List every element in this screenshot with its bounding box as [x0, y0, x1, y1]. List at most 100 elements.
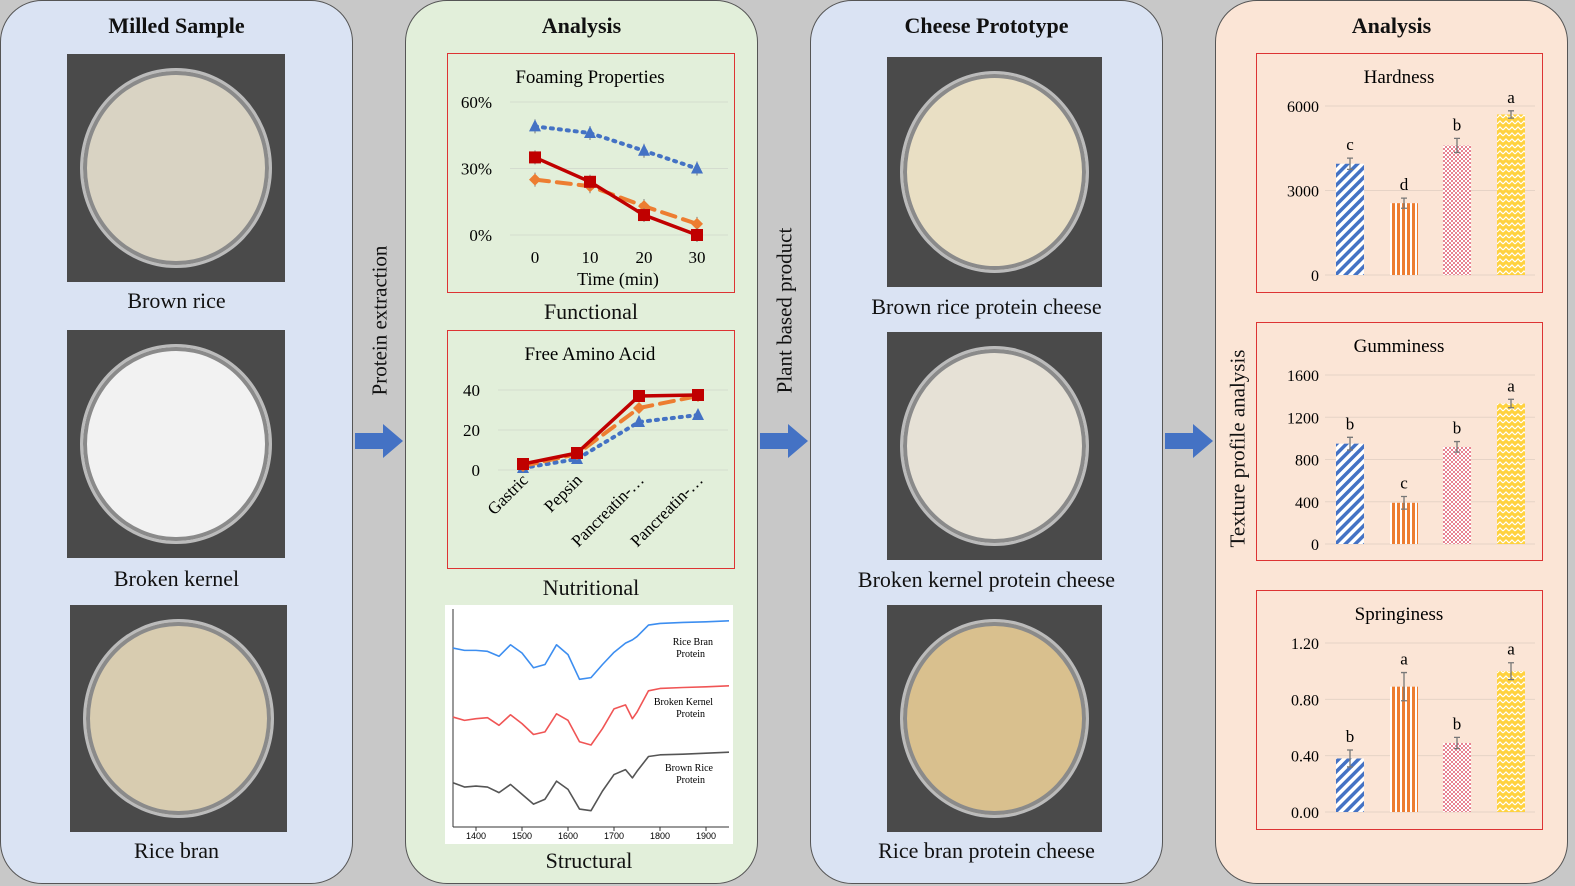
spectrum-line: [452, 685, 730, 746]
error-bar: [1454, 440, 1460, 453]
significance-letter: b: [1453, 115, 1462, 134]
error-bar: [1508, 662, 1514, 681]
y-tick-label: 30%: [461, 160, 492, 179]
square-marker: [633, 390, 645, 402]
broken-kernel-photo: [67, 330, 285, 558]
y-tick-label: 1600: [1287, 368, 1319, 385]
y-tick-label: 3000: [1287, 184, 1319, 201]
triangle-marker: [691, 161, 703, 174]
square-marker: [691, 229, 703, 241]
y-tick-label: 400: [1295, 495, 1319, 512]
y-tick-label: 6000: [1287, 99, 1319, 116]
gumminess-chart: Gumminess 0 400 800 1200 1600 b c b a: [1256, 322, 1543, 561]
ftir-spectra-chart: 1400 1500 1600 1700 1800 1900 Rice Bran Protein…: [445, 605, 733, 844]
triangle-marker: [633, 415, 645, 427]
sample-label: Brown rice: [127, 288, 226, 313]
y-tick-label: 0: [1311, 537, 1319, 554]
sample-label: Rice bran: [134, 838, 219, 863]
spectrum-label: Protein: [676, 649, 705, 660]
series-line: [533, 124, 699, 171]
foaming-chart: Foaming Properties 0% 30% 60% 0 10 20 30 Time (m…: [447, 53, 735, 293]
y-tick-label: 1200: [1287, 410, 1319, 427]
bar: [1443, 742, 1471, 812]
panel-title: Cheese Prototype: [904, 13, 1069, 38]
error-bar: [1347, 749, 1353, 768]
y-tick-label: 800: [1295, 453, 1319, 470]
panel-title: Analysis: [541, 13, 622, 38]
x-tick-label: 1800: [650, 831, 670, 841]
spectrum-label: Broken Kernel: [654, 697, 713, 708]
error-bar: [1401, 671, 1407, 702]
rice-bran-cheese-photo: [887, 605, 1102, 832]
series-line: [521, 413, 700, 470]
diamond-marker: [691, 217, 703, 230]
brown-rice-cheese-photo: [887, 57, 1102, 287]
error-bar: [1401, 197, 1407, 209]
y-tick-label: 20: [463, 421, 480, 440]
triangle-marker: [529, 119, 541, 132]
x-tick-label: 1700: [604, 831, 624, 841]
square-marker: [692, 389, 704, 401]
spectrum-line: [452, 751, 730, 812]
bar: [1390, 203, 1418, 275]
error-bar: [1508, 110, 1514, 119]
cheese-label: Rice bran protein cheese: [878, 838, 1095, 863]
bar: [1443, 446, 1471, 544]
significance-letter: c: [1400, 473, 1408, 492]
brown-rice-photo: [67, 54, 285, 282]
y-tick-label: 0.00: [1291, 805, 1319, 822]
chart-title: Free Amino Acid: [525, 344, 656, 365]
y-tick-label: 60%: [461, 93, 492, 112]
x-tick-label: 1900: [696, 831, 716, 841]
significance-letter: b: [1346, 414, 1355, 433]
y-tick-label: 1.20: [1291, 636, 1319, 653]
protein-extraction-label: Protein extraction: [367, 245, 392, 396]
x-tick-label: 30: [689, 248, 706, 267]
square-marker: [571, 447, 583, 459]
error-bar: [1508, 398, 1514, 409]
bar: [1443, 145, 1471, 275]
x-tick-label: 0: [531, 248, 540, 267]
significance-letter: b: [1346, 727, 1355, 746]
bar: [1390, 686, 1418, 812]
series-line: [533, 155, 699, 237]
y-tick-label: 0: [1311, 268, 1319, 285]
springiness-chart: Springiness 0.00 0.40 0.80 1.20 b a b a: [1256, 590, 1543, 830]
significance-letter: a: [1507, 640, 1515, 659]
x-tick-label: 1500: [512, 831, 532, 841]
spectrum-label: Protein: [676, 709, 705, 720]
x-axis-label: Time (min): [577, 269, 659, 290]
error-bar: [1347, 436, 1353, 451]
chart-title: Gumminess: [1354, 336, 1445, 357]
triangle-marker: [638, 143, 650, 156]
cheese-label: Broken kernel protein cheese: [857, 567, 1116, 592]
square-marker: [529, 151, 541, 164]
y-tick-label: 0.80: [1291, 692, 1319, 709]
triangle-marker: [584, 126, 596, 139]
significance-letter: d: [1400, 175, 1409, 194]
y-tick-label: 0%: [469, 226, 492, 245]
error-bar: [1347, 157, 1353, 171]
panel-title: Analysis: [1351, 13, 1432, 38]
panel-title: Milled Sample: [108, 13, 245, 38]
spectrum-line: [452, 620, 730, 681]
series-line: [533, 177, 699, 226]
diamond-marker: [529, 173, 541, 186]
spectrum-label: Protein: [676, 775, 705, 786]
error-bar: [1454, 137, 1460, 154]
y-tick-label: 0.40: [1291, 749, 1319, 766]
x-tick-label: Pepsin: [540, 470, 586, 516]
square-marker: [638, 209, 650, 222]
arrow-right-icon: [355, 424, 403, 458]
significance-letter: a: [1507, 88, 1515, 107]
significance-letter: b: [1453, 714, 1462, 733]
chart-title: Springiness: [1355, 604, 1444, 625]
triangle-marker: [692, 408, 704, 420]
y-tick-label: 0: [472, 461, 481, 480]
spectrum-label: Brown Rice: [665, 763, 714, 774]
error-bar: [1454, 736, 1460, 750]
square-marker: [517, 458, 529, 470]
series-line: [521, 394, 700, 468]
x-tick-label: 10: [582, 248, 599, 267]
bar: [1336, 443, 1364, 544]
